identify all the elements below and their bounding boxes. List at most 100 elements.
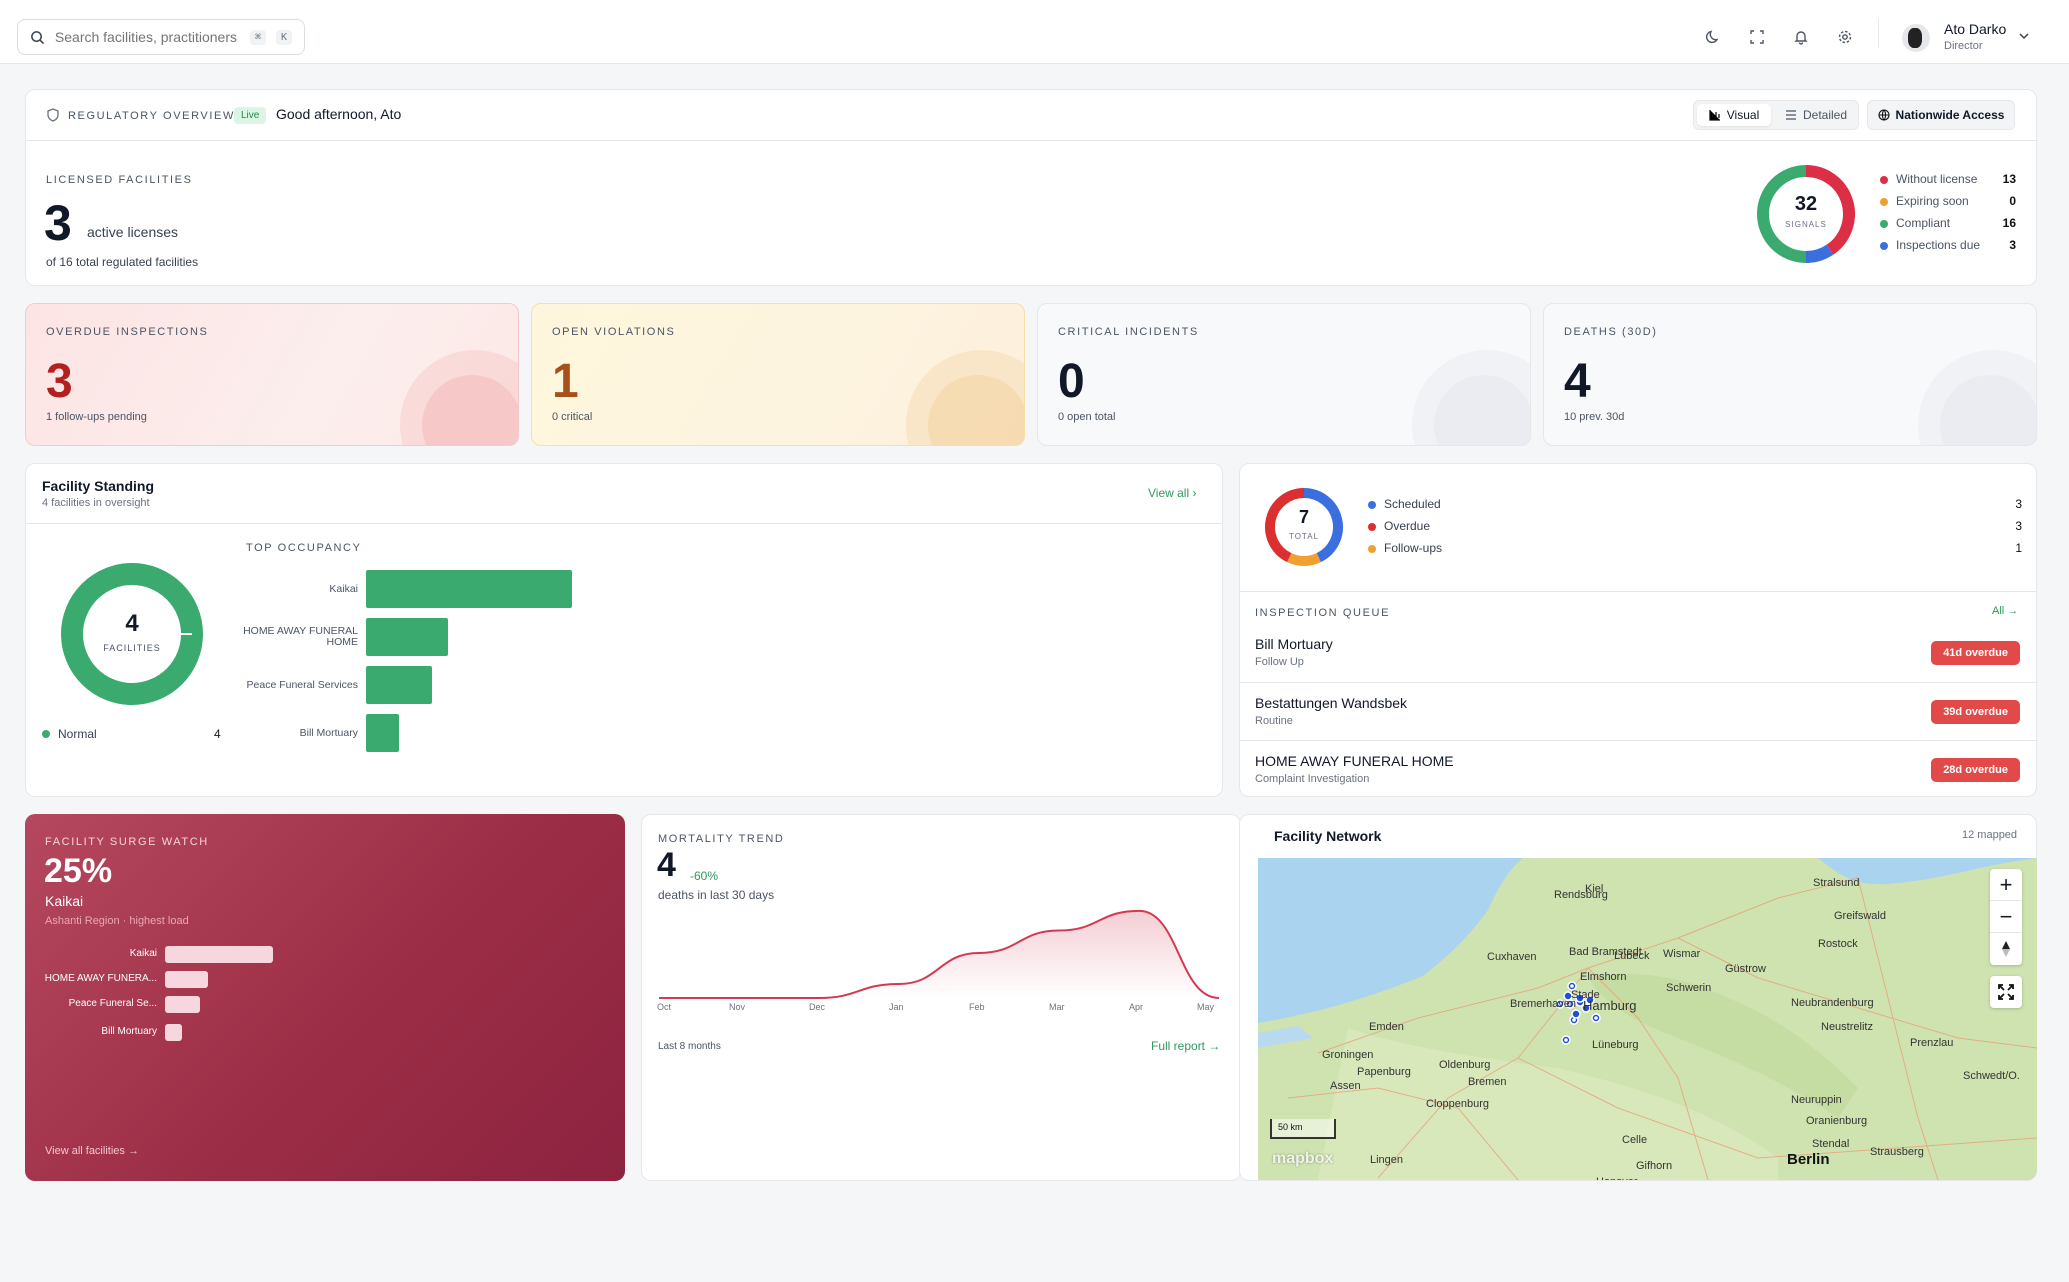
map-city-label: Bad Bramstedt <box>1569 946 1642 958</box>
facility-standing-card <box>25 463 1223 797</box>
kpi-label: DEATHS (30D) <box>1564 326 1658 338</box>
topbar-divider <box>1878 18 1879 48</box>
inspection-legend-label: Overdue <box>1384 519 1431 533</box>
occupancy-bar[interactable] <box>366 666 432 704</box>
map-city-label: Hanover <box>1596 1176 1638 1180</box>
fullscreen-icon[interactable] <box>1746 26 1768 48</box>
map-city-label: Rostock <box>1818 938 1858 950</box>
queue-row[interactable]: HOME AWAY FUNERAL HOME Complaint Investig… <box>1240 740 2036 798</box>
mortality-label: MORTALITY TREND <box>658 833 785 845</box>
x-tick-label: Feb <box>969 1002 985 1012</box>
full-report-link[interactable]: Full report → <box>1151 1039 1221 1053</box>
map-scale: 50 km <box>1270 1119 1336 1139</box>
map-city-label: Stendal <box>1812 1138 1850 1150</box>
chevron-down-icon[interactable] <box>2018 28 2030 46</box>
avatar[interactable] <box>1902 24 1930 52</box>
map-canvas[interactable]: Kiel Rendsburg Stralsund Greifswald Rostock C… <box>1258 858 2037 1180</box>
occupancy-bar-label: HOME AWAY FUNERAL HOME <box>243 625 358 648</box>
signal-value: 16 <box>2002 216 2016 230</box>
signal-label: Inspections due <box>1896 238 1981 252</box>
map-terrain <box>1258 858 2037 1180</box>
map-city-label: Lingen <box>1370 1154 1404 1166</box>
standing-title: Facility Standing <box>42 478 155 494</box>
kpi-critical-incidents[interactable]: CRITICAL INCIDENTS 0 0 open total <box>1037 303 1531 446</box>
detailed-button[interactable]: Detailed <box>1776 104 1856 126</box>
map-title: Facility Network <box>1274 828 1382 844</box>
map-fullscreen-button[interactable] <box>1990 976 2022 1008</box>
kpi-value: 1 <box>552 355 579 408</box>
kpi-deaths-30d[interactable]: DEATHS (30D) 4 10 prev. 30d <box>1543 303 2037 446</box>
zoom-out-button[interactable]: − <box>1990 901 2022 933</box>
search-input[interactable] <box>54 29 240 45</box>
legend-dot <box>1880 175 1888 184</box>
x-tick-label: Mar <box>1049 1002 1065 1012</box>
occupancy-bar[interactable] <box>366 714 399 752</box>
surge-label: FACILITY SURGE WATCH <box>45 836 209 848</box>
surge-bar <box>165 946 273 963</box>
nationwide-access-button[interactable]: Nationwide Access <box>1867 100 2015 130</box>
overview-divider <box>25 140 2037 141</box>
map-city-label: Groningen <box>1322 1049 1374 1061</box>
mapbox-logo: mapbox <box>1272 1150 1334 1167</box>
signal-label: Without license <box>1896 172 1978 186</box>
inspection-legend-label: Follow-ups <box>1384 541 1443 555</box>
kpi-sub: 10 prev. 30d <box>1564 411 1625 423</box>
compass-icon[interactable] <box>1990 933 2022 965</box>
queue-all-link[interactable]: All → <box>1992 605 2019 617</box>
globe-icon <box>1877 109 1890 121</box>
map-city-label: Bremen <box>1468 1076 1507 1088</box>
queue-row[interactable]: Bill Mortuary Follow Up 41d overdue <box>1240 624 2036 682</box>
search-box[interactable]: ⌘ K <box>17 19 305 55</box>
search-icon <box>31 30 45 44</box>
donut-segment-2 <box>1265 488 1305 563</box>
kbd-k: K <box>275 29 292 45</box>
surge-bar <box>165 971 209 988</box>
map-city-label: Cuxhaven <box>1487 951 1537 963</box>
kpi-overdue-inspections[interactable]: OVERDUE INSPECTIONS 3 1 follow-ups pendi… <box>25 303 519 446</box>
moon-icon[interactable] <box>1702 26 1724 48</box>
queue-row[interactable]: Bestattungen Wandsbek Routine 39d overdue <box>1240 682 2036 740</box>
map-city-label: Neubrandenburg <box>1791 997 1874 1009</box>
visual-button[interactable]: Visual <box>1697 104 1771 126</box>
surge-bar <box>165 996 200 1013</box>
signal-legend-item: Without license 13 <box>1880 172 2016 194</box>
legend-dot <box>1880 241 1888 250</box>
standing-divider <box>25 523 1223 524</box>
occupancy-bar[interactable] <box>366 618 449 656</box>
map-zoom-controls: + − <box>1990 869 2022 965</box>
zoom-in-button[interactable]: + <box>1990 869 2022 901</box>
map-city-label: Oldenburg <box>1439 1059 1491 1071</box>
overdue-badge: 39d overdue <box>1931 700 2020 724</box>
surge-watch-card[interactable] <box>25 814 625 1181</box>
view-all-facilities-link[interactable]: View all facilities → <box>45 1145 139 1157</box>
user-name[interactable]: Ato Darko <box>1944 21 2007 37</box>
kpi-sub: 1 follow-ups pending <box>46 411 147 423</box>
kpi-value: 3 <box>46 355 73 408</box>
map-city-label: Lübeck <box>1614 950 1650 962</box>
bell-icon[interactable] <box>1790 26 1812 48</box>
queue-type: Complaint Investigation <box>1255 773 1370 785</box>
kpi-open-violations[interactable]: OPEN VIOLATIONS 1 0 critical <box>531 303 1025 446</box>
kpi-value: 4 <box>1564 355 1591 408</box>
inspection-legend-item: Follow-ups 1 <box>1368 541 2022 555</box>
x-tick-label: Nov <box>729 1002 746 1012</box>
view-all-link[interactable]: View all › <box>1148 486 1197 500</box>
signal-legend-item: Expiring soon 0 <box>1880 194 2016 216</box>
x-tick-label: Oct <box>657 1002 672 1012</box>
map-city-label: Gifhorn <box>1636 1160 1673 1172</box>
map-city-label: Assen <box>1330 1080 1361 1092</box>
queue-facility: Bestattungen Wandsbek <box>1255 695 1408 711</box>
queue-type: Routine <box>1255 715 1293 727</box>
donut-segment-0 <box>1805 165 1855 255</box>
overview-label: REGULATORY OVERVIEW <box>68 110 235 122</box>
gear-icon[interactable] <box>1834 26 1856 48</box>
map-city-label: Strausberg <box>1870 1146 1924 1158</box>
queue-facility: HOME AWAY FUNERAL HOME <box>1255 753 1454 769</box>
overdue-badge: 41d overdue <box>1931 641 2020 665</box>
visual-label: Visual <box>1726 108 1760 122</box>
map-city-label: Berlin <box>1787 1151 1830 1168</box>
occupancy-bar[interactable] <box>366 570 572 608</box>
licensed-total: of 16 total regulated facilities <box>46 255 199 269</box>
live-badge: Live <box>234 107 267 124</box>
signal-legend-item: Inspections due 3 <box>1880 238 2016 260</box>
